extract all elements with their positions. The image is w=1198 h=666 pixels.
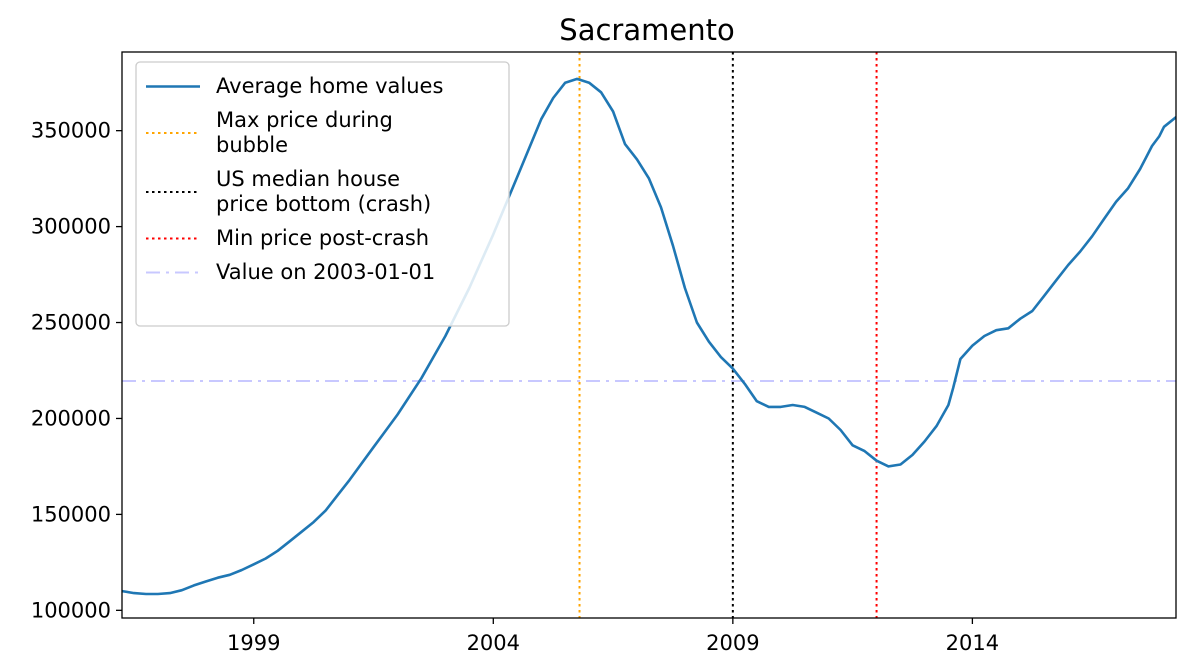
x-tick-label: 2014 <box>946 631 999 655</box>
series-line-average-home-values <box>122 77 1176 596</box>
legend-label: Min price post-crash <box>216 226 429 250</box>
chart-title: Sacramento <box>559 13 734 47</box>
x-tick-label: 1999 <box>227 631 280 655</box>
legend-label: Value on 2003-01-01 <box>216 260 435 284</box>
x-tick-label: 2004 <box>467 631 520 655</box>
axes: 100000 150000 200000 250000 300000 350000 1999… <box>31 51 1177 655</box>
legend-label: Max price during <box>216 108 393 132</box>
legend-box <box>135 61 510 327</box>
axes-frame <box>121 51 1177 619</box>
plot-area <box>122 52 1176 618</box>
x-tick-label: 2009 <box>706 631 759 655</box>
legend: Average home values Max price duringbubbl… <box>135 61 510 327</box>
y-tick-label: 250000 <box>31 311 111 335</box>
legend-label: price bottom (crash) <box>216 192 431 216</box>
legend-label: bubble <box>216 133 288 157</box>
legend-label: Average home values <box>216 74 443 98</box>
legend-label: US median house <box>216 167 400 191</box>
y-tick-label: 350000 <box>31 119 111 143</box>
y-tick-label: 200000 <box>31 406 111 430</box>
plot-clip-group <box>122 52 1176 618</box>
y-tick-label: 150000 <box>31 502 111 526</box>
y-tick-label: 300000 <box>31 215 111 239</box>
y-tick-label: 100000 <box>31 598 111 622</box>
